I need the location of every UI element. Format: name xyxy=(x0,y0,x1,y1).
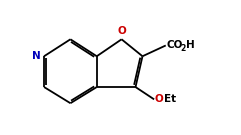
Text: O: O xyxy=(154,94,163,104)
Text: Et: Et xyxy=(164,94,176,104)
Text: O: O xyxy=(117,26,126,36)
Text: N: N xyxy=(32,51,41,61)
Text: CO: CO xyxy=(167,40,183,50)
Text: H: H xyxy=(186,40,194,50)
Text: 2: 2 xyxy=(180,44,185,53)
